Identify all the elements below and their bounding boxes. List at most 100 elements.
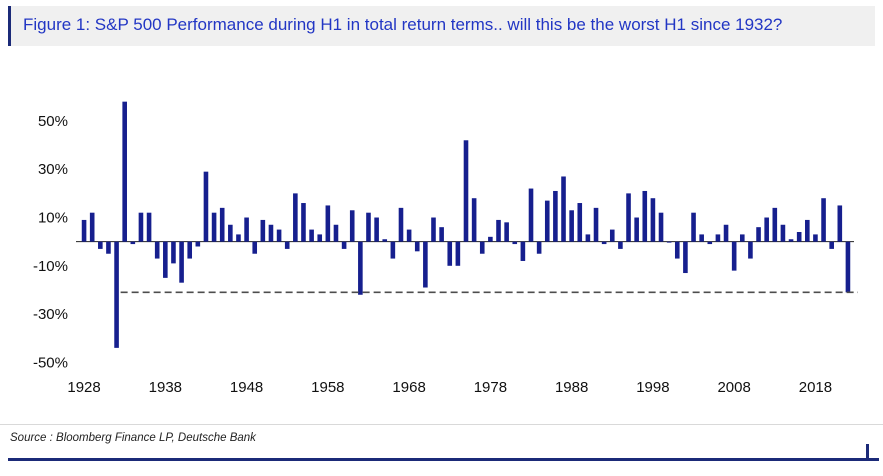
bar-1967 — [398, 207, 404, 242]
bar-1943 — [203, 171, 209, 242]
bar-2022 — [845, 241, 851, 293]
bar-chart: 50% 30% 10% -10% -30% -50% 1928 1938 1948 1958 196… — [33, 101, 858, 396]
bar-1970 — [423, 241, 428, 288]
bar-1957 — [317, 234, 323, 242]
bar-1980 — [504, 222, 509, 242]
bar-2009 — [739, 234, 745, 242]
bar-1976 — [471, 198, 477, 242]
bar-1982 — [520, 241, 526, 261]
bar-1947 — [236, 234, 241, 242]
bar-2005 — [707, 241, 713, 245]
x-axis-label: 1958 — [311, 379, 344, 396]
bar-1939 — [171, 241, 176, 264]
figure-title-box: Figure 1: S&P 500 Performance during H1 … — [8, 6, 875, 46]
bar-2008 — [731, 241, 737, 271]
y-axis-label: -50% — [33, 354, 68, 371]
bar-1966 — [390, 241, 396, 259]
bar-1986 — [553, 190, 558, 242]
bar-1935 — [138, 212, 144, 242]
bar-1946 — [228, 224, 233, 242]
source-note: Source : Bloomberg Finance LP, Deutsche … — [10, 432, 256, 444]
bar-1974 — [455, 241, 461, 266]
bar-2011 — [756, 227, 761, 242]
bar-2000 — [666, 241, 672, 243]
bar-1937 — [154, 241, 160, 259]
bar-1932 — [114, 241, 119, 348]
bar-1991 — [593, 207, 599, 242]
bar-1940 — [179, 241, 184, 283]
bar-1961 — [349, 210, 355, 242]
bar-1948 — [244, 217, 249, 242]
bar-2010 — [748, 241, 753, 259]
bar-2004 — [699, 234, 704, 242]
bar-2018 — [813, 234, 818, 242]
x-axis-label: 1938 — [149, 379, 182, 396]
y-axis-label: 10% — [38, 210, 68, 227]
bar-1999 — [658, 212, 664, 242]
x-axis-label: 1988 — [555, 379, 588, 396]
bar-1965 — [382, 239, 388, 242]
bar-1934 — [130, 241, 136, 245]
bar-1963 — [366, 212, 371, 242]
bar-1979 — [496, 219, 501, 242]
bar-1941 — [187, 241, 193, 259]
bar-2017 — [805, 219, 810, 242]
bar-1928 — [81, 219, 87, 242]
x-axis-label: 1978 — [474, 379, 507, 396]
bar-1985 — [544, 200, 550, 242]
y-axis-label: -30% — [33, 306, 68, 323]
chart-area: 50% 30% 10% -10% -30% -50% 1928 1938 1948 1958 196… — [6, 82, 876, 402]
bar-1956 — [309, 229, 314, 242]
bar-1944 — [211, 212, 217, 242]
bar-2007 — [723, 224, 729, 242]
bar-1971 — [431, 217, 436, 242]
bar-1931 — [106, 241, 111, 254]
bar-1981 — [512, 241, 518, 245]
bar-1949 — [252, 241, 258, 254]
bar-1938 — [163, 241, 168, 278]
bar-1994 — [618, 241, 623, 249]
bar-1954 — [293, 193, 298, 242]
bar-2003 — [691, 212, 696, 242]
bar-1997 — [642, 190, 648, 242]
bottom-rule — [8, 458, 879, 461]
bar-1984 — [536, 241, 542, 254]
x-axis-label: 1998 — [636, 379, 669, 396]
bar-2019 — [821, 198, 826, 242]
bar-1969 — [414, 241, 420, 252]
bar-1973 — [447, 241, 453, 266]
bar-1992 — [601, 241, 607, 245]
bar-2001 — [674, 241, 680, 259]
bar-1989 — [577, 203, 583, 242]
bar-1936 — [146, 212, 152, 242]
y-axis-label: -10% — [33, 258, 68, 275]
bar-1993 — [609, 229, 615, 242]
bar-1929 — [89, 212, 95, 242]
bar-1964 — [374, 217, 379, 242]
bar-1958 — [325, 205, 331, 242]
bar-1988 — [569, 210, 574, 242]
bar-1968 — [406, 229, 412, 242]
bar-1972 — [439, 227, 444, 242]
bar-1962 — [358, 241, 363, 295]
bar-1942 — [195, 241, 201, 247]
bar-1978 — [488, 236, 493, 242]
x-axis-label: 2008 — [717, 379, 750, 396]
bar-2013 — [772, 207, 778, 242]
x-axis-label: 2018 — [799, 379, 832, 396]
bar-1955 — [301, 203, 306, 242]
bar-1975 — [463, 140, 469, 242]
x-axis-label: 1968 — [392, 379, 425, 396]
bar-2020 — [829, 241, 834, 249]
bar-2012 — [764, 217, 769, 242]
bar-2014 — [780, 224, 786, 242]
bar-1933 — [122, 101, 127, 242]
bar-1950 — [260, 219, 266, 242]
source-divider-line — [0, 424, 883, 425]
bottom-right-tick — [866, 444, 869, 458]
x-axis-label: 1948 — [230, 379, 263, 396]
y-axis-label: 50% — [38, 113, 68, 130]
bar-2006 — [715, 234, 721, 242]
bar-2015 — [788, 239, 794, 242]
